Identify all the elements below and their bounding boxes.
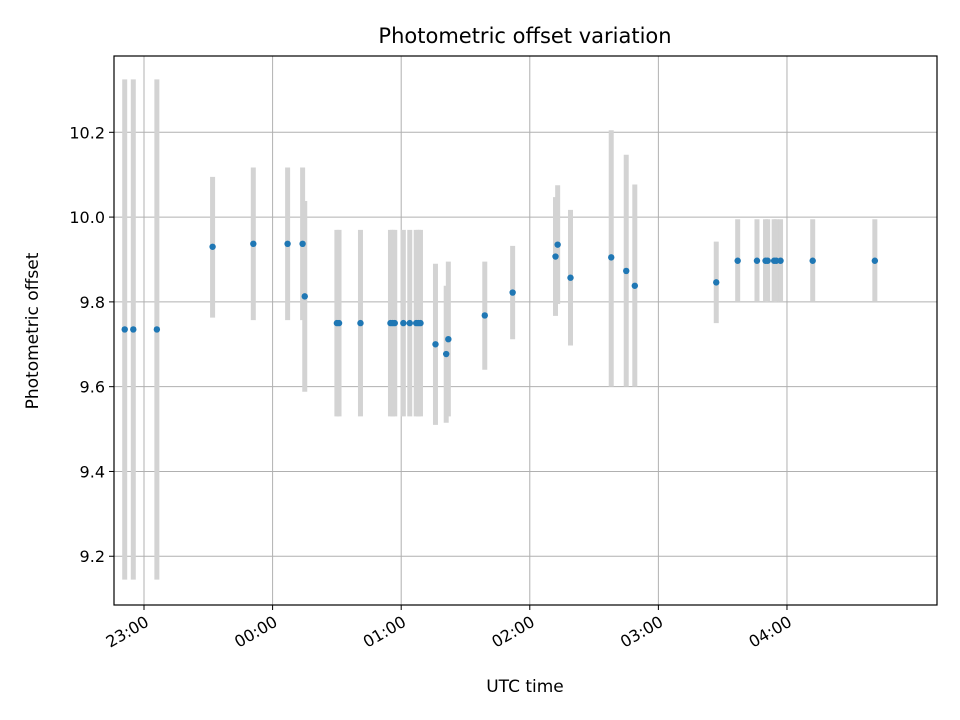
data-point — [357, 319, 364, 327]
data-point — [301, 293, 308, 300]
data-point — [209, 243, 216, 250]
data-point — [121, 326, 128, 333]
y-tick-label: 9.2 — [80, 547, 105, 566]
data-point — [432, 341, 439, 348]
data-point — [567, 274, 574, 281]
data-point — [753, 257, 761, 264]
data-point — [406, 319, 413, 327]
data-point — [509, 289, 516, 296]
data-point — [623, 267, 630, 275]
data-point — [777, 257, 784, 264]
data-point — [153, 326, 161, 333]
x-axis-label: UTC time — [486, 677, 564, 697]
y-tick-label: 10.0 — [69, 208, 105, 227]
data-point — [713, 279, 720, 286]
data-point — [250, 240, 257, 248]
chart-title: Photometric offset variation — [378, 24, 671, 48]
data-point — [417, 319, 424, 327]
y-tick-label: 9.4 — [80, 462, 105, 481]
data-point — [130, 326, 137, 333]
data-point — [481, 312, 488, 319]
data-point — [764, 257, 771, 264]
data-point — [809, 257, 816, 264]
y-tick-label: 9.8 — [80, 293, 105, 312]
data-point — [284, 240, 291, 248]
data-point — [554, 241, 561, 248]
y-axis-label: Photometric offset — [23, 252, 43, 409]
data-point — [443, 350, 450, 358]
data-point — [734, 257, 741, 264]
data-point — [400, 319, 407, 327]
y-tick-label: 9.6 — [80, 378, 105, 397]
data-point — [871, 257, 879, 264]
data-point — [335, 319, 343, 327]
data-point — [552, 253, 559, 260]
plot-frame — [113, 55, 938, 606]
data-point — [391, 319, 398, 327]
y-tick-label: 10.2 — [69, 123, 105, 142]
data-point — [445, 335, 452, 343]
data-point — [631, 282, 639, 289]
y-axis-ticks: 9.2 9.4 9.6 9.8 10.0 10.2 — [69, 123, 114, 566]
data-points — [121, 240, 879, 358]
data-point — [299, 240, 306, 248]
data-point — [608, 254, 615, 261]
